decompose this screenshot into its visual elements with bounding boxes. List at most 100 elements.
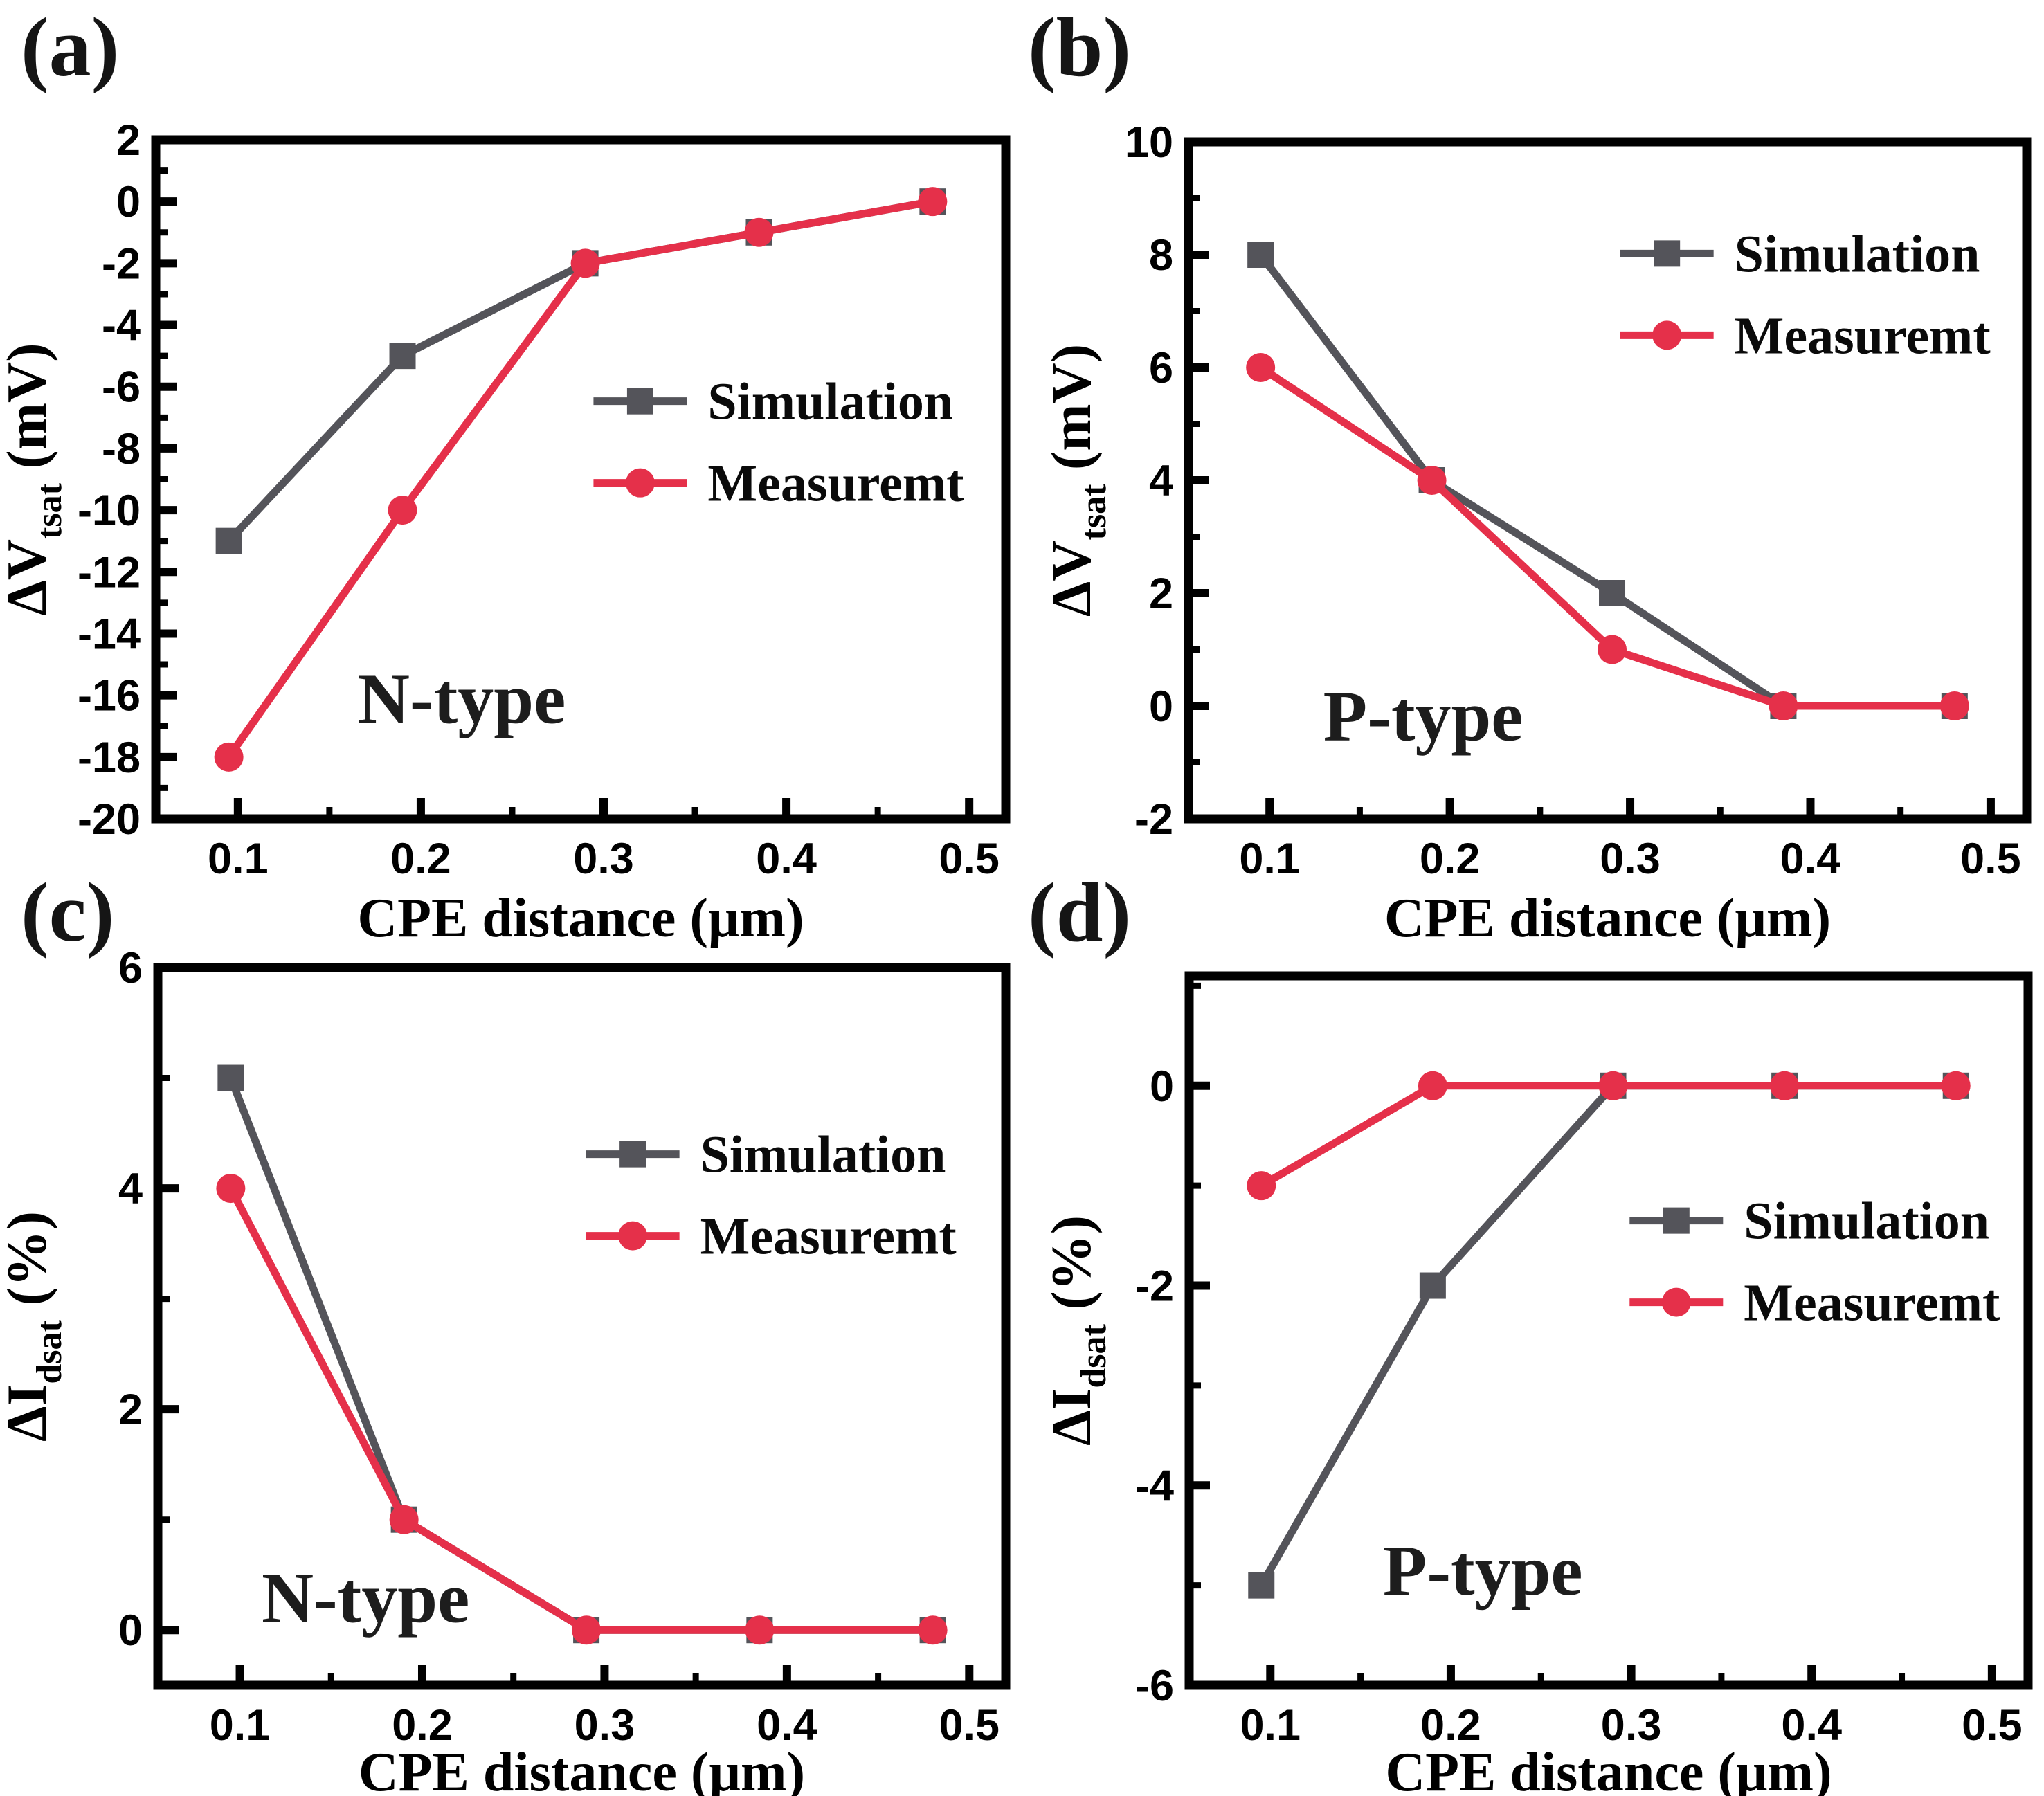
x-axis-title: CPE distance (μm): [357, 888, 804, 949]
y-tick-label: 4: [1149, 457, 1173, 505]
y-tick-label: -4: [102, 302, 141, 350]
simulation-legend-marker: [626, 388, 653, 415]
y-tick-label: -6: [1135, 1662, 1174, 1710]
simulation-marker: [1248, 1572, 1275, 1599]
legend-item-measurement: Measuremt: [1620, 307, 1991, 365]
measurement-marker: [1769, 691, 1798, 720]
y-tick-label: -8: [102, 425, 141, 473]
legend-item-measurement: Measuremt: [593, 455, 964, 513]
legend-item-simulation: Simulation: [1620, 225, 1980, 283]
measurement-legend-marker: [1652, 320, 1682, 350]
y-tick-label: 2: [1149, 570, 1173, 618]
simulation-marker: [1419, 1272, 1446, 1299]
simulation-legend-marker: [619, 1141, 646, 1168]
y-axis-title: ΔVtsat (mV): [1040, 344, 1114, 617]
x-axis-title: CPE distance (μm): [359, 1742, 805, 1796]
y-tick-label: -18: [78, 734, 141, 782]
x-tick-label: 0.3: [1600, 835, 1661, 883]
measurement-marker: [214, 742, 244, 772]
x-tick-label: 0.4: [757, 1701, 817, 1750]
measurement-legend-marker: [618, 1221, 648, 1251]
panel-d-chart: 0.1 0.2 0.3 0.4 0.5 0 -2 -4 -6 CPE distance (μm) Δ…: [1040, 971, 2033, 1796]
simulation-marker: [1599, 580, 1626, 606]
panel-b-tag: (b): [1028, 1, 1132, 94]
simulation-line: [1257, 1082, 1960, 1590]
panel-d: (d) 0.1 0.2 0.3 0.4 0.5 0 -2 -4 -6 CPE distance (…: [1022, 871, 2044, 1796]
simulation-marker: [1247, 242, 1274, 268]
legend-label-simulation: Simulation: [1735, 225, 1980, 283]
legend-item-simulation: Simulation: [593, 373, 953, 431]
y-tick-label: 0: [1150, 1062, 1174, 1111]
legend-label-simulation: Simulation: [700, 1126, 946, 1184]
measurement-marker: [216, 1174, 246, 1204]
measurement-marker: [1939, 691, 1969, 720]
measurement-marker: [1941, 1071, 1971, 1100]
x-tick-label: 0.1: [210, 1701, 271, 1750]
measurement-marker: [918, 187, 948, 217]
legend-item-measurement: Measuremt: [1629, 1274, 2000, 1332]
plot-box: [1184, 971, 2033, 1690]
x-tick-label: 0.2: [1420, 1701, 1481, 1750]
panel-c-tag: (c): [21, 866, 115, 959]
y-axis-title: ΔVtsat (mV): [0, 343, 69, 615]
x-axis-title: CPE distance (μm): [1384, 888, 1831, 949]
measurement-marker: [1417, 466, 1447, 495]
y-tick-label: -6: [102, 363, 141, 412]
y-tick-label: -4: [1135, 1462, 1174, 1510]
simulation-marker: [217, 1064, 244, 1091]
simulation-legend-marker: [1663, 1207, 1690, 1234]
x-tick-label: 0.4: [1780, 835, 1841, 883]
y-tick-label: 8: [1149, 231, 1173, 280]
measurement-marker: [744, 217, 774, 247]
y-tick-label: -2: [1134, 795, 1173, 844]
measurement-line: [1257, 1082, 1960, 1190]
legend: Simulation Measuremt: [1629, 1192, 2000, 1332]
y-tick-label: 10: [1125, 118, 1173, 167]
measurement-marker: [1770, 1071, 1800, 1100]
panel-b: (b) 0.1 0.2 0.3 0.4 0.5 10 8 6 4 2 0 -2 CPE distance…: [1022, 0, 2044, 949]
legend-item-measurement: Measuremt: [586, 1208, 957, 1266]
legend-item-simulation: Simulation: [1629, 1192, 1989, 1251]
measurement-legend-marker: [625, 468, 655, 498]
type-label: P-type: [1323, 676, 1523, 756]
x-tick-label: 0.3: [573, 835, 634, 883]
legend: Simulation Measuremt: [593, 373, 964, 513]
y-tick-label: 6: [1149, 344, 1173, 392]
panel-c-chart: 0.1 0.2 0.3 0.4 0.5 6 4 2 0 CPE distance (μm) ΔIds…: [0, 944, 1011, 1796]
measurement-marker: [1247, 1171, 1276, 1201]
legend-label-simulation: Simulation: [1744, 1192, 1989, 1251]
legend-label-measurement: Measuremt: [707, 455, 964, 513]
x-tick-label: 0.5: [1960, 835, 2021, 883]
y-axis-title: ΔIdsat (%): [0, 1211, 69, 1442]
type-label: N-type: [358, 659, 566, 738]
x-tick-label: 0.5: [939, 835, 1000, 883]
x-tick-label: 0.3: [1601, 1701, 1662, 1750]
simulation-marker: [215, 527, 242, 554]
x-tick-label: 0.1: [208, 835, 269, 883]
y-tick-label: -14: [78, 610, 141, 658]
measurement-marker: [388, 496, 417, 525]
y-tick-label: -2: [102, 239, 141, 288]
type-label: N-type: [262, 1558, 469, 1638]
y-tick-label: 6: [118, 944, 143, 992]
legend-label-measurement: Measuremt: [1735, 307, 1991, 365]
y-tick-label: -20: [78, 795, 141, 844]
y-axis-title: ΔIdsat (%): [1040, 1215, 1114, 1446]
legend-label-simulation: Simulation: [707, 373, 953, 431]
y-tick-label: -12: [78, 548, 141, 597]
x-tick-label: 0.4: [756, 835, 817, 883]
measurement-marker: [1598, 635, 1627, 664]
y-tick-label: 0: [1149, 682, 1173, 731]
legend-item-simulation: Simulation: [586, 1126, 946, 1184]
simulation-legend-marker: [1654, 240, 1681, 267]
measurement-legend-marker: [1661, 1287, 1691, 1317]
x-tick-label: 0.1: [1240, 1701, 1301, 1750]
x-tick-label: 0.5: [939, 1701, 1000, 1750]
type-label: P-type: [1383, 1531, 1583, 1611]
x-tick-label: 0.1: [1239, 835, 1300, 883]
measurement-marker: [570, 248, 600, 278]
x-tick-label: 0.3: [575, 1701, 635, 1750]
y-tick-label: -16: [78, 672, 141, 720]
simulation-marker: [389, 343, 416, 370]
